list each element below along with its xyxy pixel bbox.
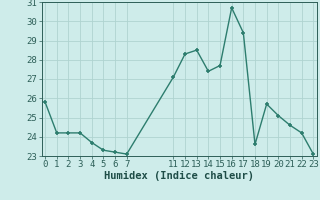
- X-axis label: Humidex (Indice chaleur): Humidex (Indice chaleur): [104, 171, 254, 181]
